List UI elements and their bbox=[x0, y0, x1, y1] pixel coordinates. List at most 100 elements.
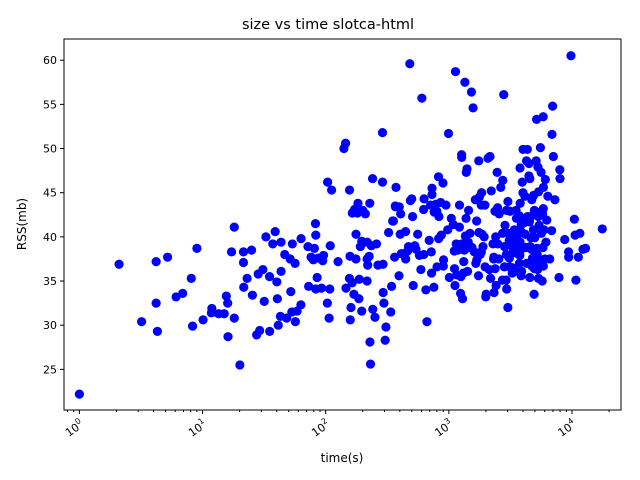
data-point bbox=[310, 219, 321, 229]
data-point bbox=[443, 128, 454, 139]
data-point bbox=[396, 209, 406, 219]
data-point bbox=[354, 274, 364, 284]
data-point bbox=[377, 177, 388, 187]
data-point bbox=[457, 152, 467, 162]
data-point bbox=[547, 101, 558, 111]
data-point bbox=[490, 264, 500, 274]
data-point bbox=[370, 312, 380, 322]
data-point bbox=[386, 307, 396, 317]
data-point bbox=[325, 284, 335, 294]
data-point bbox=[264, 272, 275, 282]
data-point bbox=[394, 271, 404, 281]
data-point bbox=[444, 272, 454, 283]
data-point bbox=[436, 230, 446, 240]
data-point bbox=[461, 213, 471, 223]
data-point bbox=[434, 211, 444, 222]
data-point bbox=[312, 272, 322, 283]
data-point bbox=[524, 158, 534, 169]
data-point bbox=[416, 264, 426, 275]
data-point bbox=[515, 198, 525, 208]
data-point bbox=[386, 281, 397, 291]
data-point bbox=[473, 271, 484, 281]
data-point bbox=[580, 243, 591, 253]
data-point bbox=[311, 230, 321, 240]
data-point bbox=[463, 205, 474, 215]
data-point bbox=[517, 266, 527, 276]
data-point bbox=[367, 173, 378, 184]
data-point bbox=[536, 167, 546, 177]
data-point bbox=[438, 178, 448, 188]
y-tick-label: 60 bbox=[43, 54, 57, 67]
data-point bbox=[538, 204, 548, 214]
data-point bbox=[405, 59, 415, 69]
data-point bbox=[569, 214, 579, 224]
data-point bbox=[207, 303, 217, 314]
data-point bbox=[550, 195, 560, 205]
data-point bbox=[282, 313, 292, 323]
data-point bbox=[485, 273, 496, 283]
data-point bbox=[360, 209, 370, 219]
chart-title: size vs time slotca-html bbox=[242, 17, 414, 33]
data-point bbox=[503, 302, 513, 313]
data-point bbox=[571, 275, 581, 285]
data-point bbox=[477, 188, 487, 198]
data-point bbox=[381, 322, 391, 332]
data-point bbox=[238, 247, 249, 257]
data-point bbox=[327, 185, 337, 195]
data-point bbox=[276, 237, 286, 247]
y-tick-label: 40 bbox=[43, 231, 57, 244]
data-point bbox=[419, 194, 429, 204]
data-point bbox=[537, 276, 547, 286]
data-point bbox=[151, 298, 161, 308]
data-point bbox=[378, 259, 388, 269]
data-point bbox=[468, 103, 478, 113]
data-point bbox=[219, 309, 229, 319]
y-axis-ticks: 25 30 35 40 45 50 55 60 bbox=[43, 54, 64, 376]
data-point bbox=[474, 156, 484, 166]
data-point bbox=[74, 389, 84, 399]
data-point bbox=[454, 222, 464, 232]
data-point bbox=[573, 252, 583, 262]
data-point bbox=[400, 226, 411, 237]
data-point bbox=[364, 251, 374, 261]
data-point bbox=[597, 224, 607, 234]
y-tick-label: 55 bbox=[43, 98, 57, 111]
data-point bbox=[162, 252, 173, 262]
data-point bbox=[152, 326, 162, 336]
data-point bbox=[258, 264, 268, 275]
data-point bbox=[384, 227, 394, 238]
data-point bbox=[421, 285, 431, 295]
data-point bbox=[296, 300, 306, 310]
data-point bbox=[276, 266, 286, 276]
data-point bbox=[494, 209, 504, 219]
data-point bbox=[547, 129, 557, 139]
data-point bbox=[486, 186, 496, 196]
data-point bbox=[290, 317, 300, 327]
data-point bbox=[460, 77, 470, 87]
data-point bbox=[418, 204, 429, 215]
data-point bbox=[438, 255, 449, 265]
data-point bbox=[480, 200, 490, 210]
data-point bbox=[450, 280, 460, 291]
data-point bbox=[272, 294, 282, 304]
data-point bbox=[272, 277, 282, 287]
data-point bbox=[498, 175, 508, 185]
data-point bbox=[324, 313, 334, 323]
data-point bbox=[333, 257, 343, 267]
data-point bbox=[296, 234, 306, 244]
data-point bbox=[555, 165, 565, 175]
data-point bbox=[255, 325, 265, 336]
data-point bbox=[377, 128, 388, 138]
data-point bbox=[494, 254, 504, 264]
data-point bbox=[242, 273, 252, 283]
data-point bbox=[353, 198, 363, 208]
data-point bbox=[481, 289, 491, 299]
data-point bbox=[341, 283, 351, 293]
data-point bbox=[478, 241, 488, 252]
data-point bbox=[229, 222, 239, 232]
data-point bbox=[354, 294, 364, 304]
data-point bbox=[394, 202, 404, 212]
data-point bbox=[538, 112, 548, 122]
data-point bbox=[304, 281, 314, 291]
data-point bbox=[525, 173, 535, 184]
